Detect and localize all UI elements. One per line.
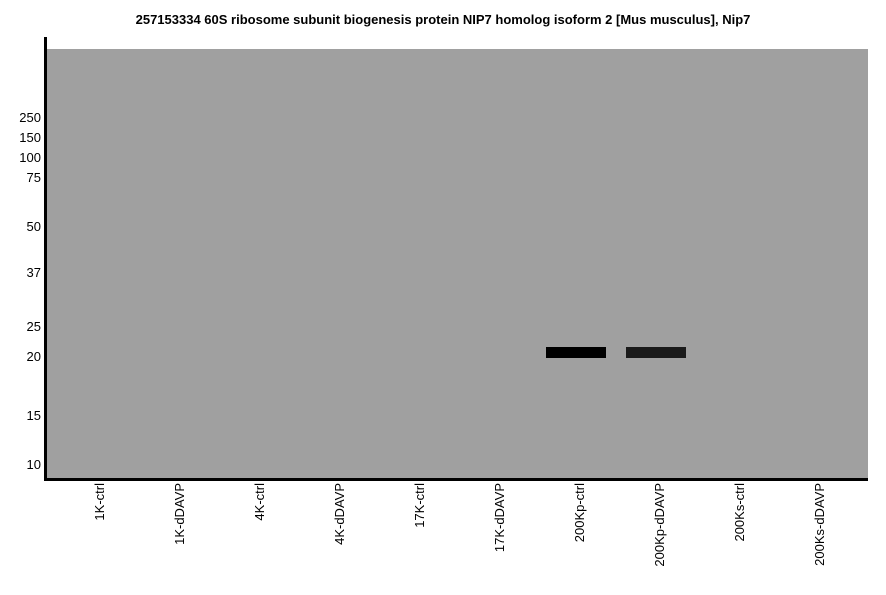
mw-tick-label-15: 15 xyxy=(26,408,41,423)
mw-tick-label-37: 37 xyxy=(26,265,41,280)
mw-tick-label-100: 100 xyxy=(19,150,41,165)
gel-panel xyxy=(47,49,868,478)
mw-tick-label-75: 75 xyxy=(26,170,41,185)
mw-tick-label-10: 10 xyxy=(26,457,41,472)
lane-label-4K-dDAVP: 4K-dDAVP xyxy=(332,483,347,545)
mw-tick-label-250: 250 xyxy=(19,110,41,125)
lane-label-4K-ctrl: 4K-ctrl xyxy=(252,483,267,521)
protein-band-200Kp-ctrl xyxy=(546,347,606,358)
lane-label-1K-ctrl: 1K-ctrl xyxy=(92,483,107,521)
lane-label-200Ks-ctrl: 200Ks-ctrl xyxy=(732,483,747,542)
x-axis-line xyxy=(44,478,868,481)
y-axis-line xyxy=(44,37,47,481)
lane-label-17K-dDAVP: 17K-dDAVP xyxy=(492,483,507,553)
mw-tick-label-50: 50 xyxy=(26,219,41,234)
lane-label-200Kp-dDAVP: 200Kp-dDAVP xyxy=(652,483,667,567)
lane-label-200Ks-dDAVP: 200Ks-dDAVP xyxy=(812,483,827,566)
lane-label-17K-ctrl: 17K-ctrl xyxy=(412,483,427,528)
lane-label-200Kp-ctrl: 200Kp-ctrl xyxy=(572,483,587,543)
protein-band-200Kp-dDAVP xyxy=(626,347,686,358)
mw-tick-label-20: 20 xyxy=(26,349,41,364)
figure-title: 257153334 60S ribosome subunit biogenesi… xyxy=(135,12,751,27)
mw-tick-label-150: 150 xyxy=(19,130,41,145)
lane-label-1K-dDAVP: 1K-dDAVP xyxy=(172,483,187,545)
mw-tick-label-25: 25 xyxy=(26,319,41,334)
